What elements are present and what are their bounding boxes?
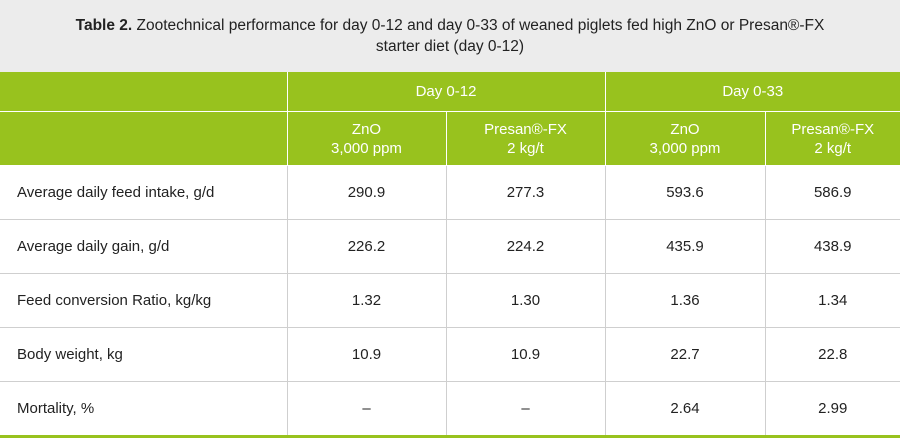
row-label: Feed conversion Ratio, kg/kg bbox=[0, 273, 287, 328]
subheader-line: ZnO bbox=[670, 120, 700, 138]
table-row: Mortality, % – –2.64 2.99 bbox=[0, 381, 900, 438]
cell: 1.36 bbox=[604, 273, 765, 328]
cell: 224.2 bbox=[445, 219, 605, 274]
subheader: Presan®-FX 2 kg/t bbox=[445, 111, 605, 166]
subheader-line: 3,000 ppm bbox=[649, 139, 721, 157]
title-text: Zootechnical performance for day 0-12 an… bbox=[136, 17, 825, 55]
title-bar: Table 2. Zootechnical performance for da… bbox=[0, 0, 900, 72]
cell: 22.8 bbox=[764, 327, 900, 382]
table-row: Feed conversion Ratio, kg/kg 1.32 1.30 1.36… bbox=[0, 273, 900, 328]
subheader-line: ZnO bbox=[351, 120, 382, 138]
title: Table 2. Zootechnical performance for da… bbox=[65, 15, 835, 57]
cell: 2.99 bbox=[764, 381, 900, 438]
subheader-line: Presan®-FX bbox=[484, 120, 567, 138]
title-label: Table 2. bbox=[75, 17, 133, 34]
table: Day 0-12 Day 0-33 ZnO 3,000 ppm Presan®-FX… bbox=[0, 72, 900, 438]
group-header: Day 0-33 bbox=[604, 72, 900, 112]
row-label: Mortality, % bbox=[0, 381, 287, 438]
subheader-line: 2 kg/t bbox=[507, 139, 544, 157]
cell: 10.9 bbox=[445, 327, 605, 382]
cell: 1.34 bbox=[764, 273, 900, 328]
cell: 10.9 bbox=[286, 327, 446, 382]
cell: 290.9 bbox=[286, 165, 446, 220]
cell: 1.30 bbox=[445, 273, 605, 328]
row-label: Average daily gain, g/d bbox=[0, 219, 287, 274]
cell: – bbox=[286, 381, 446, 438]
row-label: Average daily feed intake, g/d bbox=[0, 165, 287, 220]
cell: 586.9 bbox=[764, 165, 900, 220]
blank-header bbox=[0, 72, 287, 112]
cell: 593.6 bbox=[604, 165, 765, 220]
cell: 22.7 bbox=[604, 327, 765, 382]
cell: 435.9 bbox=[604, 219, 765, 274]
subheader: ZnO 3,000 ppm bbox=[286, 111, 446, 166]
subheader-line: 3,000 ppm bbox=[331, 139, 402, 157]
cell: 1.32 bbox=[286, 273, 446, 328]
cell: 277.3 bbox=[445, 165, 605, 220]
table-body: Average daily feed intake, g/d 290.9 277.3… bbox=[0, 165, 900, 438]
subheader-line: 2 kg/t bbox=[814, 139, 852, 157]
cell: 2.64 bbox=[604, 381, 765, 438]
subheader: Presan®-FX 2 kg/t bbox=[764, 111, 900, 166]
subheader-line: Presan®-FX bbox=[791, 120, 875, 138]
blank-header bbox=[0, 111, 287, 166]
row-label: Body weight, kg bbox=[0, 327, 287, 382]
cell: 226.2 bbox=[286, 219, 446, 274]
cell: 438.9 bbox=[764, 219, 900, 274]
group-header: Day 0-12 bbox=[286, 72, 605, 112]
group-row: Day 0-12 Day 0-33 bbox=[0, 72, 900, 112]
subheader: ZnO 3,000 ppm bbox=[604, 111, 765, 166]
table-row: Average daily gain, g/d 226.2 224.2 435.9 43… bbox=[0, 219, 900, 274]
table-row: Body weight, kg 10.9 10.9 22.7 22.8 bbox=[0, 327, 900, 382]
cell: – bbox=[445, 381, 605, 438]
table-row: Average daily feed intake, g/d 290.9 277.3… bbox=[0, 165, 900, 220]
subheader-row: ZnO 3,000 ppm Presan®-FX 2 kg/t ZnO 3,000 ppm… bbox=[0, 111, 900, 166]
